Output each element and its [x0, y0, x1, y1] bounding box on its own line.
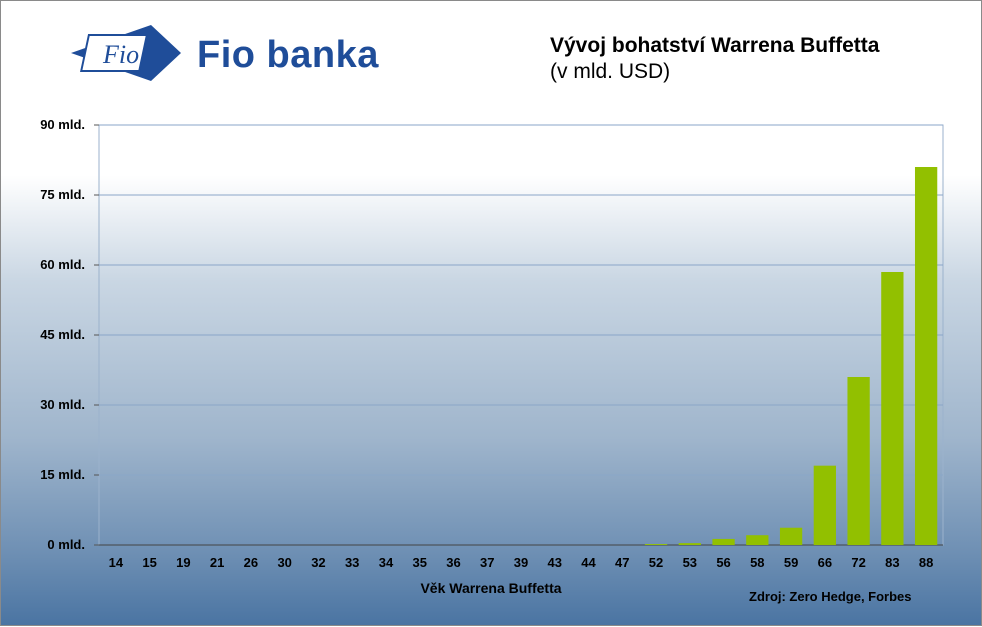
chart-subtitle: (v mld. USD): [550, 60, 671, 83]
bar: [678, 543, 701, 545]
x-tick-label: 47: [615, 555, 629, 570]
brand-name: Fio banka: [197, 34, 379, 76]
x-tick-label: 14: [109, 555, 124, 570]
x-tick-label: 83: [885, 555, 899, 570]
logo-arrow-icon: [151, 25, 181, 81]
x-tick-label: 34: [379, 555, 394, 570]
chart-title: Vývoj bohatství Warrena Buffetta: [550, 34, 880, 57]
x-tick-label: 52: [649, 555, 663, 570]
y-tick-label: 30 mld.: [40, 397, 85, 412]
logo-mark-text: Fio: [102, 40, 139, 69]
x-tick-label: 58: [750, 555, 764, 570]
bar: [914, 167, 938, 545]
y-tick-label: 90 mld.: [40, 117, 85, 132]
x-tick-label: 37: [480, 555, 494, 570]
x-tick-label: 35: [412, 555, 426, 570]
x-tick-label: 15: [142, 555, 156, 570]
bar: [712, 538, 735, 545]
x-tick-label: 66: [818, 555, 832, 570]
x-tick-label: 21: [210, 555, 224, 570]
y-tick-label: 0 mld.: [47, 537, 85, 552]
fio-logo: Fio: [71, 25, 181, 81]
x-tick-label: 39: [514, 555, 528, 570]
bar: [746, 535, 769, 545]
bar: [847, 377, 870, 545]
y-tick-label: 75 mld.: [40, 187, 85, 202]
x-tick-label: 59: [784, 555, 798, 570]
x-tick-label: 72: [851, 555, 865, 570]
x-tick-label: 53: [683, 555, 697, 570]
x-tick-label: 56: [716, 555, 730, 570]
source-note: Zdroj: Zero Hedge, Forbes: [749, 589, 912, 604]
x-tick-label: 88: [919, 555, 933, 570]
x-tick-label: 30: [277, 555, 291, 570]
x-tick-label: 43: [548, 555, 562, 570]
x-axis-label: Věk Warrena Buffetta: [420, 580, 562, 596]
bar: [813, 465, 836, 545]
x-tick-label: 19: [176, 555, 190, 570]
y-tick-label: 15 mld.: [40, 467, 85, 482]
y-tick-label: 60 mld.: [40, 257, 85, 272]
x-tick-label: 33: [345, 555, 359, 570]
x-tick-label: 32: [311, 555, 325, 570]
bar: [779, 527, 803, 545]
x-tick-label: 36: [446, 555, 460, 570]
y-tick-label: 45 mld.: [40, 327, 85, 342]
x-tick-label: 44: [581, 555, 596, 570]
x-tick-label: 26: [244, 555, 258, 570]
bar: [881, 272, 904, 545]
bar: [644, 544, 668, 545]
